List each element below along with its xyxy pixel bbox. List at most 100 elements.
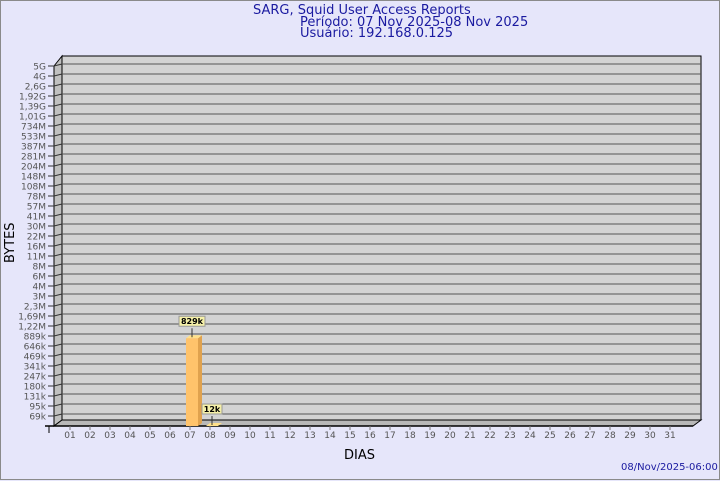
back-wall xyxy=(61,55,702,421)
x-tick-label: 29 xyxy=(624,431,636,441)
x-tick-label: 13 xyxy=(304,431,315,441)
x-tick-label: 18 xyxy=(404,431,416,441)
x-tick-label: 30 xyxy=(644,431,656,441)
x-tick-label: 06 xyxy=(164,431,176,441)
y-tick-label: 95k xyxy=(29,403,46,413)
chart-period: Período: 07 Nov 2025-08 Nov 2025 xyxy=(300,15,529,30)
y-tick-label: 16M xyxy=(27,243,46,253)
y-tick-slant xyxy=(53,273,63,277)
y-tick-label: 1,39G xyxy=(19,103,46,113)
data-label-box xyxy=(201,403,223,415)
x-tick-label: 14 xyxy=(324,431,336,441)
y-tick-slant xyxy=(53,193,63,197)
y-tick-label: 4G xyxy=(33,73,46,83)
y-tick-slant xyxy=(53,213,63,217)
y-tick-label: 108M xyxy=(21,183,46,193)
y-tick-label: 341k xyxy=(24,363,47,373)
y-tick-slant xyxy=(53,143,63,147)
y-tick-label: 889k xyxy=(24,333,47,343)
floor xyxy=(52,419,703,427)
y-tick-slant xyxy=(53,113,63,117)
y-tick-slant xyxy=(53,293,63,297)
x-tick-label: 04 xyxy=(124,431,136,441)
y-tick-slant xyxy=(53,83,63,87)
x-tick-label: 02 xyxy=(84,431,95,441)
y-tick-label: 6M xyxy=(33,273,47,283)
y-tick-label: 247k xyxy=(24,373,47,383)
y-tick-slant xyxy=(53,73,63,77)
y-tick-slant xyxy=(53,323,63,327)
y-tick-label: 4M xyxy=(33,283,47,293)
chart-title: SARG, Squid User Access Reports xyxy=(253,3,471,18)
bar-top xyxy=(206,423,222,426)
y-tick-slant xyxy=(53,173,63,177)
y-tick-slant xyxy=(53,373,63,377)
x-tick-label: 15 xyxy=(344,431,355,441)
x-tick-label: 22 xyxy=(484,431,495,441)
y-tick-label: 41M xyxy=(27,213,46,223)
y-tick-label: 387M xyxy=(21,143,46,153)
y-tick-label: 734M xyxy=(21,123,46,133)
y-tick-slant xyxy=(53,253,63,257)
y-tick-label: 8M xyxy=(33,263,47,273)
x-tick-label: 11 xyxy=(264,431,275,441)
y-tick-label: 281M xyxy=(21,153,46,163)
x-tick-label: 27 xyxy=(584,431,595,441)
x-tick-label: 20 xyxy=(444,431,456,441)
x-tick-label: 17 xyxy=(384,431,395,441)
side-wall xyxy=(53,54,63,427)
y-tick-slant xyxy=(53,383,63,387)
y-tick-label: 204M xyxy=(21,163,46,173)
y-tick-slant xyxy=(53,403,63,407)
y-tick-slant xyxy=(53,223,63,227)
y-tick-label: 533M xyxy=(21,133,46,143)
y-tick-slant xyxy=(53,163,63,167)
x-tick-label: 23 xyxy=(504,431,515,441)
y-tick-label: 69k xyxy=(29,413,46,423)
y-tick-label: 57M xyxy=(27,203,46,213)
y-tick-slant xyxy=(53,283,63,287)
y-tick-label: 1,92G xyxy=(19,93,46,103)
y-tick-slant xyxy=(53,343,63,347)
data-label: 829k xyxy=(181,317,204,326)
bar xyxy=(186,338,198,426)
y-tick-slant xyxy=(53,363,63,367)
x-tick-label: 19 xyxy=(424,431,436,441)
x-tick-label: 26 xyxy=(564,431,576,441)
data-label-box xyxy=(178,315,206,327)
bar-top xyxy=(186,335,202,339)
chart-user: Usuário: 192.168.0.125 xyxy=(300,26,454,41)
y-tick-slant xyxy=(53,233,63,237)
y-tick-label: 30M xyxy=(27,223,46,233)
y-tick-label: 180k xyxy=(24,383,47,393)
y-tick-slant xyxy=(53,333,63,337)
y-tick-slant xyxy=(53,263,63,267)
y-tick-label: 2,3M xyxy=(24,303,46,313)
y-tick-slant xyxy=(53,243,63,247)
y-tick-label: 1,22M xyxy=(18,323,46,333)
x-tick-label: 16 xyxy=(364,431,376,441)
y-tick-label: 3M xyxy=(33,293,47,303)
y-tick-label: 5G xyxy=(33,63,46,73)
y-tick-slant xyxy=(53,153,63,157)
y-tick-label: 148M xyxy=(21,173,46,183)
y-tick-slant xyxy=(53,393,63,397)
y-tick-label: 11M xyxy=(27,253,46,263)
x-tick-label: 01 xyxy=(64,431,75,441)
y-tick-slant xyxy=(53,303,63,307)
y-tick-slant xyxy=(53,413,63,417)
y-axis-label: BYTES xyxy=(3,222,18,263)
x-tick-label: 25 xyxy=(544,431,555,441)
y-tick-slant xyxy=(53,203,63,207)
y-tick-slant xyxy=(53,93,63,97)
y-tick-label: 646k xyxy=(24,343,47,353)
x-tick-label: 03 xyxy=(104,431,115,441)
y-tick-slant xyxy=(53,123,63,127)
x-tick-label: 07 xyxy=(184,431,195,441)
y-tick-label: 1,01G xyxy=(19,113,46,123)
x-tick-label: 05 xyxy=(144,431,155,441)
y-tick-label: 78M xyxy=(27,193,46,203)
x-tick-label: 24 xyxy=(524,431,536,441)
